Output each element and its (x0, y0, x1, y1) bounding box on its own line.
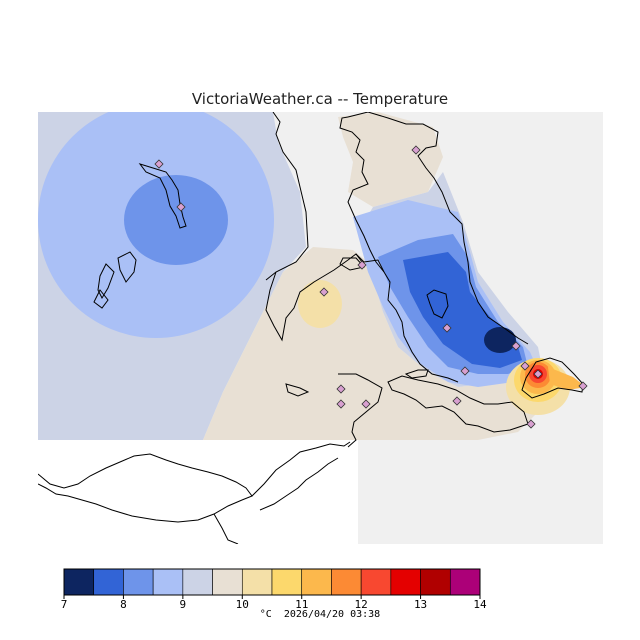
station-marker[interactable] (176, 202, 186, 212)
legend-tick-label: 13 (414, 598, 427, 611)
map-title: VictoriaWeather.ca -- Temperature (191, 90, 449, 108)
station-marker[interactable] (442, 323, 452, 333)
legend-tick-label: 12 (355, 598, 368, 611)
station-marker[interactable] (319, 287, 329, 297)
legend-color-bins (63, 568, 481, 596)
temperature-legend: 7 8 9 10 11 12 13 14 (61, 568, 487, 611)
temp-band-10-10.5-central (298, 280, 342, 328)
outside-domain-area (38, 440, 358, 544)
legend-bin-10 (360, 568, 392, 596)
temp-band-11-11.5-tail (548, 367, 586, 390)
legend-tick-label: 10 (236, 598, 249, 611)
station-marker[interactable] (526, 419, 536, 429)
temp-band-9.5-10-north (338, 112, 443, 207)
station-marker[interactable] (357, 260, 367, 270)
legend-bin-13 (449, 568, 481, 596)
station-markers (154, 145, 588, 429)
legend-bin-9 (331, 568, 362, 596)
legend-bin-2 (123, 568, 154, 596)
legend-tick-label: 9 (180, 598, 187, 611)
station-marker[interactable] (533, 369, 543, 379)
station-marker[interactable] (361, 399, 371, 409)
legend-bin-8 (301, 568, 332, 596)
station-marker[interactable] (460, 366, 470, 376)
legend-caption: °C 2026/04/20 03:38 (0, 609, 640, 620)
timestamp: 2026/04/20 03:38 (283, 609, 381, 620)
legend-tick-label: 14 (473, 598, 487, 611)
legend-bin-6 (241, 568, 273, 596)
legend-bin-3 (152, 568, 184, 596)
station-marker[interactable] (336, 399, 346, 409)
legend-bin-11 (390, 568, 421, 596)
legend-tick-label: 7 (61, 598, 68, 611)
station-marker[interactable] (336, 384, 346, 394)
legend-bin-0 (63, 568, 95, 596)
station-marker[interactable] (578, 381, 588, 391)
station-marker[interactable] (520, 361, 530, 371)
station-marker[interactable] (452, 396, 462, 406)
station-marker[interactable] (154, 159, 164, 169)
legend-tick-label: 11 (295, 598, 308, 611)
legend-tick-label: 8 (120, 598, 127, 611)
station-marker[interactable] (511, 341, 521, 351)
legend-bin-1 (93, 568, 124, 596)
legend-bin-7 (271, 568, 303, 596)
coastlines (38, 112, 584, 544)
legend-unit: °C (259, 609, 272, 620)
temperature-map[interactable] (38, 112, 603, 544)
temp-band-7-7.5-east (484, 327, 516, 353)
legend-frame (63, 568, 481, 596)
temp-band-8-8.5-west (124, 175, 228, 265)
legend-bin-5 (212, 568, 243, 596)
station-marker[interactable] (411, 145, 421, 155)
legend-bin-4 (182, 568, 213, 596)
legend-bin-12 (420, 568, 451, 596)
legend-ticks: 7 8 9 10 11 12 13 14 (61, 595, 487, 611)
